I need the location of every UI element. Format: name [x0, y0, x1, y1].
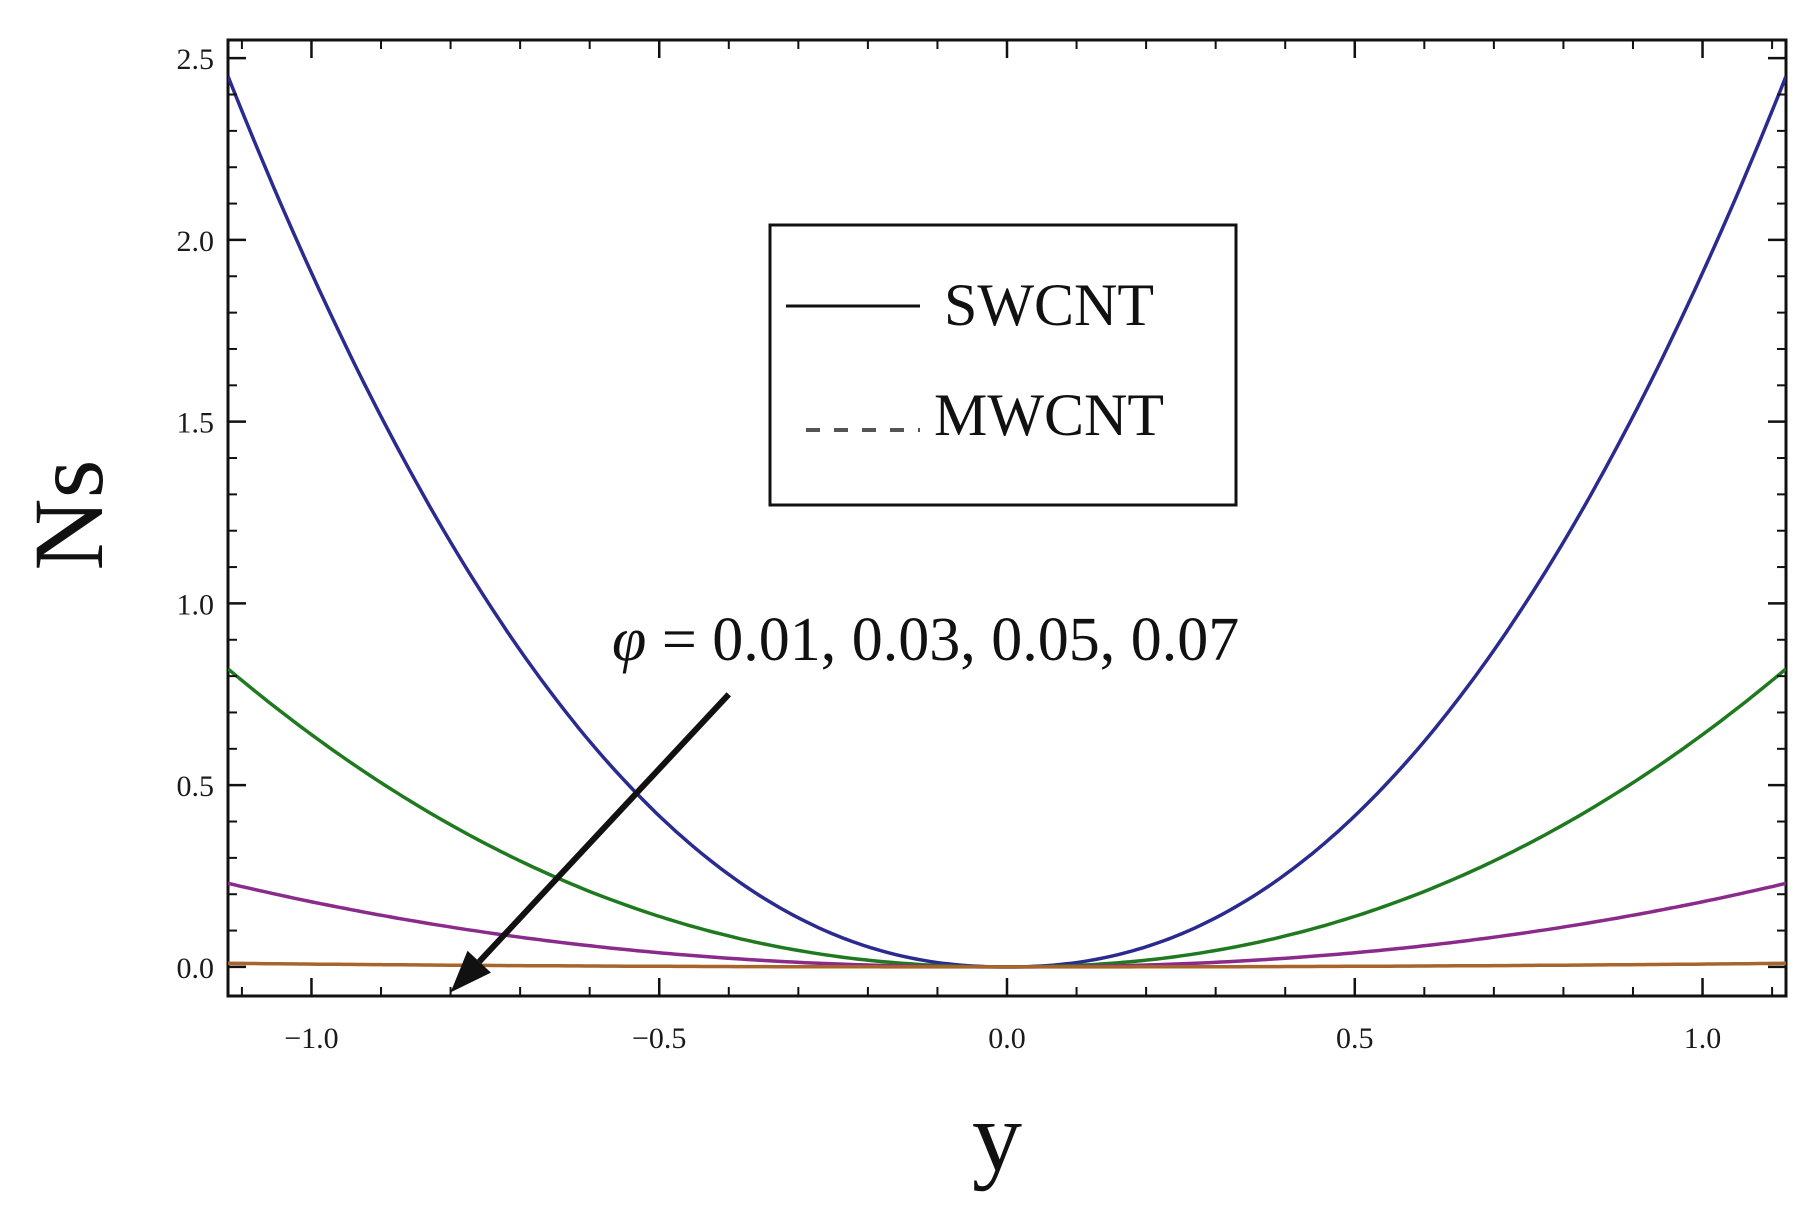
legend-label-mwcnt: MWCNT: [934, 382, 1164, 448]
phi-values: = 0.01, 0.03, 0.05, 0.07: [646, 606, 1239, 674]
y-tick-label: 2.0: [177, 225, 215, 258]
ticks-layer: −1.0 −0.5 0.0 0.5 1.0 0.0 0.5 1.0 1.5 2.0 2.5: [177, 40, 1786, 1055]
series-layer: [228, 75, 1786, 969]
y-tick-label: 0.0: [177, 952, 215, 985]
y-tick-label: 0.5: [177, 770, 215, 803]
legend-box: [768, 223, 1238, 507]
annotation-label: φ = 0.01, 0.03, 0.05, 0.07: [612, 606, 1239, 674]
annotation: φ = 0.01, 0.03, 0.05, 0.07: [450, 606, 1239, 993]
series-line-3: [228, 881, 1786, 969]
legend-label-swcnt: SWCNT: [944, 272, 1154, 338]
annotation-arrow: [477, 692, 731, 964]
y-axis-label: Ns: [13, 459, 124, 570]
x-tick-label: 0.5: [1336, 1022, 1374, 1055]
series-line-1: [228, 75, 1786, 969]
legend: SWCNT MWCNT: [768, 223, 1238, 507]
phi-symbol: φ: [612, 606, 646, 674]
y-tick-label: 2.5: [177, 43, 215, 76]
x-tick-label: −1.0: [284, 1022, 338, 1055]
y-tick-label: 1.5: [177, 407, 215, 440]
plot-frame: [226, 38, 1788, 998]
x-axis-label: y: [972, 1081, 1022, 1192]
x-tick-label: 0.0: [988, 1022, 1026, 1055]
y-tick-label: 1.0: [177, 588, 215, 621]
x-tick-label: −0.5: [632, 1022, 686, 1055]
series-line-4: [228, 961, 1786, 969]
series-line-2: [228, 667, 1786, 969]
annotation-arrowhead: [450, 950, 491, 993]
x-tick-label: 1.0: [1684, 1022, 1722, 1055]
